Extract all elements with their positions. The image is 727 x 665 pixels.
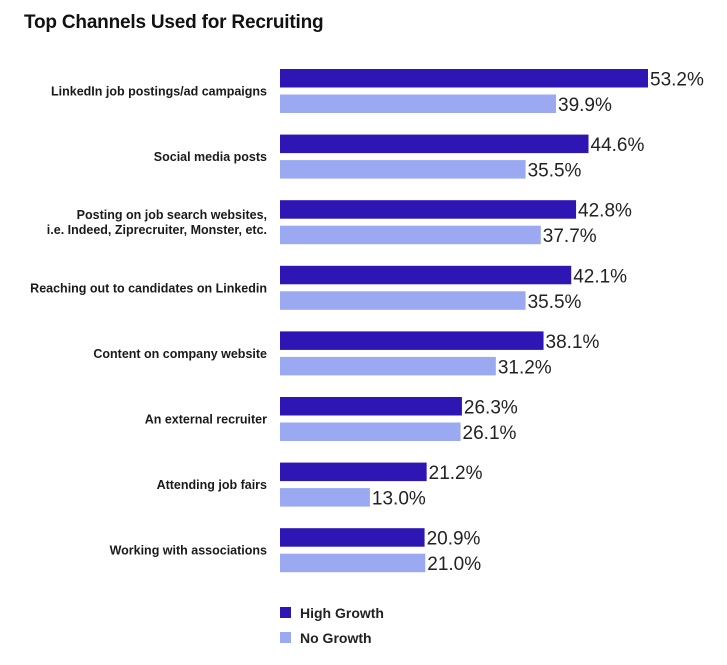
bar-no-growth — [280, 422, 461, 441]
value-label-no-growth: 37.7% — [543, 226, 597, 247]
category-label: LinkedIn job postings/ad campaigns — [51, 85, 267, 99]
value-label-high-growth: 26.3% — [464, 398, 518, 419]
value-label-no-growth: 35.5% — [528, 161, 582, 182]
category-label: Reaching out to candidates on Linkedin — [30, 281, 267, 295]
value-label-no-growth: 13.0% — [372, 489, 426, 510]
category-label: Attending job fairs — [157, 478, 267, 492]
value-label-no-growth: 26.1% — [463, 423, 517, 444]
bar-high-growth — [280, 331, 544, 350]
category-label: An external recruiter — [145, 413, 267, 427]
value-label-high-growth: 42.8% — [578, 201, 632, 222]
bar-high-growth — [280, 397, 462, 416]
category-label: Working with associations — [110, 544, 267, 558]
value-label-high-growth: 38.1% — [546, 332, 600, 353]
category-label: Social media posts — [154, 150, 267, 164]
value-label-no-growth: 31.2% — [498, 357, 552, 378]
legend-label: High Growth — [300, 605, 384, 621]
bar-high-growth — [280, 528, 425, 547]
bar-no-growth — [280, 94, 556, 113]
bar-high-growth — [280, 265, 572, 285]
bar-no-growth — [280, 160, 526, 179]
category-label: Content on company website — [93, 347, 267, 361]
bar-no-growth — [280, 225, 541, 245]
value-label-high-growth: 42.1% — [573, 266, 627, 287]
legend-swatch — [280, 607, 291, 618]
value-label-no-growth: 39.9% — [558, 95, 612, 116]
value-label-high-growth: 44.6% — [591, 135, 645, 156]
bar-no-growth — [280, 488, 370, 507]
value-label-high-growth: 20.9% — [427, 529, 481, 550]
bar-high-growth — [280, 462, 427, 482]
value-label-high-growth: 21.2% — [429, 463, 483, 484]
bar-high-growth — [280, 134, 589, 154]
value-label-no-growth: 21.0% — [427, 554, 481, 575]
bar-no-growth — [280, 356, 496, 376]
legend-label: No Growth — [300, 630, 372, 646]
chart-title: Top Channels Used for Recruiting — [24, 12, 324, 33]
value-label-no-growth: 35.5% — [528, 292, 582, 313]
bar-no-growth — [280, 291, 526, 310]
bar-high-growth — [280, 200, 577, 219]
bar-high-growth — [280, 69, 648, 88]
category-label: Posting on job search websites, i.e. Inde… — [47, 208, 267, 237]
bar-no-growth — [280, 553, 426, 573]
legend-swatch — [280, 632, 291, 643]
value-label-high-growth: 53.2% — [650, 70, 704, 91]
